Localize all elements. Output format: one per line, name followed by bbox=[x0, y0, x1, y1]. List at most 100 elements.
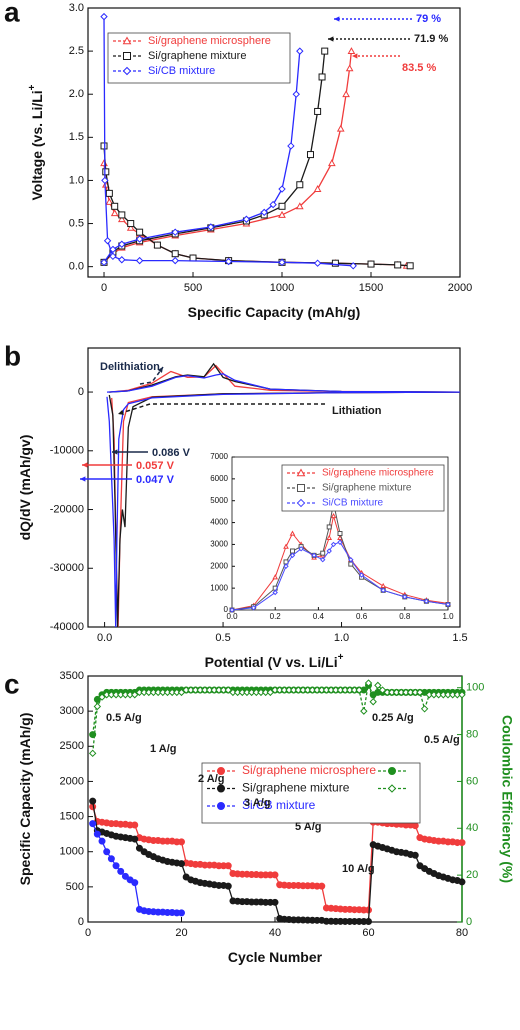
marker bbox=[369, 698, 377, 706]
y-tick-label: -10000 bbox=[50, 445, 84, 457]
panel-label: a bbox=[4, 0, 20, 27]
marker bbox=[127, 220, 135, 228]
y-tick-label: -30000 bbox=[50, 562, 84, 574]
x-tick-label: 40 bbox=[269, 927, 281, 939]
marker bbox=[283, 563, 289, 569]
y-tick-label: 4000 bbox=[210, 518, 228, 527]
marker bbox=[327, 159, 336, 167]
annotation: 0.057 V bbox=[136, 460, 175, 472]
annotation: 0.047 V bbox=[136, 474, 175, 486]
y-tick-label: 5000 bbox=[210, 496, 228, 505]
marker bbox=[320, 550, 326, 556]
marker bbox=[416, 688, 424, 697]
legend-label: Si/graphene mixture bbox=[148, 50, 246, 62]
marker bbox=[348, 561, 354, 567]
x-tick-label: 2000 bbox=[448, 282, 472, 294]
marker bbox=[177, 688, 186, 697]
marker bbox=[345, 64, 354, 72]
marker bbox=[89, 797, 97, 805]
marker bbox=[337, 531, 343, 536]
marker bbox=[289, 548, 295, 554]
marker bbox=[117, 215, 126, 223]
marker bbox=[126, 223, 135, 231]
annotation: 2 A/g bbox=[198, 773, 225, 785]
x-axis-label: Specific Capacity (mAh/g) bbox=[188, 304, 361, 320]
annotation: 0.25 A/g bbox=[372, 712, 414, 724]
marker bbox=[224, 257, 233, 266]
marker bbox=[420, 705, 429, 713]
series-line bbox=[231, 502, 449, 611]
plot-frame bbox=[87, 347, 461, 628]
marker bbox=[336, 124, 345, 132]
marker bbox=[105, 189, 113, 197]
marker bbox=[100, 12, 108, 21]
marker bbox=[121, 872, 129, 880]
x-tick-label: 1500 bbox=[359, 282, 383, 294]
marker bbox=[330, 541, 337, 548]
x-tick-label: 0 bbox=[101, 282, 107, 294]
marker bbox=[112, 862, 120, 870]
y-tick-label: 2500 bbox=[60, 740, 84, 752]
marker bbox=[289, 530, 296, 536]
legend-label: Si/graphene mixture bbox=[322, 483, 412, 494]
x-tick-label: 500 bbox=[184, 282, 202, 294]
y2-tick-label: 0 bbox=[466, 916, 472, 928]
marker bbox=[458, 839, 466, 847]
marker bbox=[110, 209, 119, 217]
panel-label: c bbox=[4, 668, 20, 699]
plot-frame bbox=[87, 7, 461, 278]
arrow-head bbox=[82, 462, 88, 468]
marker bbox=[296, 181, 304, 189]
marker bbox=[318, 882, 326, 890]
marker bbox=[131, 821, 139, 829]
marker bbox=[217, 802, 225, 810]
marker bbox=[117, 867, 125, 875]
annotation-arrow bbox=[139, 366, 164, 385]
y2-tick-label: 20 bbox=[466, 869, 478, 881]
y-tick-label: 3.0 bbox=[69, 2, 84, 14]
marker bbox=[171, 228, 179, 236]
x-tick-label: 0.0 bbox=[226, 612, 238, 621]
y-tick-label: 1.0 bbox=[69, 174, 84, 186]
annotation: 0.5 A/g bbox=[106, 712, 142, 724]
marker bbox=[122, 66, 132, 76]
marker bbox=[349, 262, 357, 270]
marker bbox=[411, 851, 419, 859]
annotation: 79 % bbox=[416, 13, 441, 25]
x-axis-label-text: Cycle Number bbox=[228, 949, 323, 965]
y-tick-label: -40000 bbox=[50, 621, 84, 633]
marker bbox=[93, 830, 101, 838]
marker bbox=[100, 258, 108, 267]
y-tick-label: 0 bbox=[78, 386, 84, 398]
legend-label: Si/CB mixture bbox=[148, 65, 215, 77]
marker bbox=[272, 589, 278, 596]
x-tick-label: 20 bbox=[175, 927, 187, 939]
marker bbox=[271, 898, 279, 906]
marker bbox=[136, 228, 144, 236]
marker bbox=[266, 688, 275, 697]
marker bbox=[330, 512, 337, 519]
marker bbox=[107, 855, 115, 863]
marker bbox=[278, 210, 286, 218]
series-line bbox=[231, 541, 449, 611]
marker bbox=[131, 691, 139, 699]
marker bbox=[122, 36, 132, 45]
marker bbox=[298, 546, 304, 552]
arrow-head bbox=[80, 476, 86, 482]
marker bbox=[118, 211, 126, 219]
marker bbox=[313, 259, 322, 267]
marker bbox=[342, 90, 350, 98]
marker bbox=[109, 252, 117, 261]
marker bbox=[314, 107, 322, 115]
y-tick-label: 0 bbox=[224, 605, 229, 614]
marker bbox=[103, 848, 111, 856]
y2-tick-label: 80 bbox=[466, 728, 478, 740]
marker bbox=[326, 534, 333, 540]
y-axis-label-text: dQ/dV (mAh/gv) bbox=[17, 435, 33, 541]
marker bbox=[171, 250, 179, 258]
marker bbox=[289, 552, 296, 559]
marker bbox=[306, 151, 314, 159]
marker bbox=[278, 185, 286, 193]
arrow-head bbox=[328, 36, 334, 42]
y2-tick-label: 60 bbox=[466, 775, 478, 787]
